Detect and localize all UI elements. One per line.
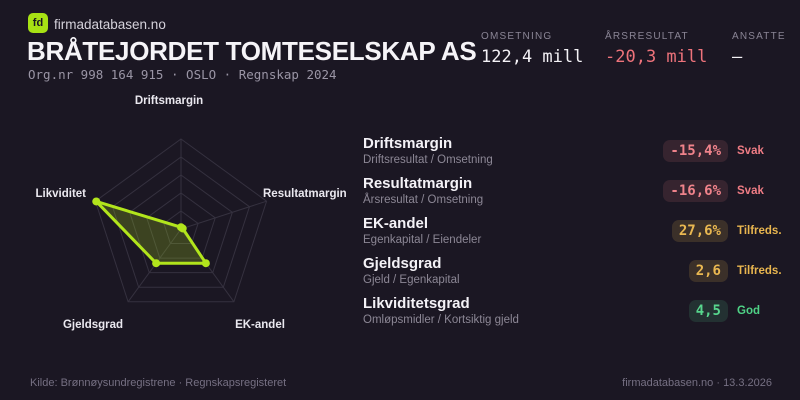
radar-axis-label-driftsmargin: Driftsmargin (134, 95, 204, 107)
stat-omsetning: OMSETNING 122,4 mill (481, 31, 583, 67)
radar-axis-label-resultatmargin: Resultatmargin (263, 188, 347, 200)
metric-formula: Årsresultat / Omsetning (363, 194, 484, 206)
radar-axis-label-ek-andel: EK-andel (235, 319, 285, 331)
metric-status-badge: Tilfreds. (737, 225, 782, 237)
stat-ansatte: ANSATTE – (732, 31, 786, 67)
metric-text: Driftsmargin Driftsresultat / Omsetning (363, 135, 654, 167)
metric-text: Likviditetsgrad Omløpsmidler / Kortsikti… (363, 295, 680, 327)
metric-title: Resultatmargin (363, 175, 473, 192)
metric-value-pill: 4,5 (688, 300, 728, 322)
metric-row-driftsmargin: Driftsmargin Driftsresultat / Omsetning … (363, 131, 785, 171)
radar-grid-ring (111, 156, 251, 288)
stat-label: ÅRSRESULTAT (605, 31, 689, 42)
company-name-title: BRÅTEJORDET TOMTESELSKAP AS (27, 36, 477, 66)
metric-row-gjeldsgrad: Gjeldsgrad Gjeld / Egenkapital 2,6 Tilfr… (363, 251, 785, 291)
metric-status-badge: Tilfreds. (737, 265, 782, 277)
radar-axis-label-gjeldsgrad: Gjeldsgrad (62, 319, 124, 331)
radar-data-point (92, 197, 101, 206)
metric-formula: Gjeld / Egenkapital (363, 274, 460, 286)
metric-status-badge: Svak (737, 145, 764, 157)
metric-formula: Egenkapital / Eiendeler (363, 234, 482, 246)
radar-grid-ring (94, 138, 268, 303)
metric-formula: Driftsresultat / Omsetning (363, 154, 493, 166)
metric-value-pill: 27,6% (671, 220, 728, 242)
metric-text: Resultatmargin Årsresultat / Omsetning (363, 175, 654, 207)
metric-value-pill: -15,4% (663, 140, 728, 162)
key-metrics-panel: Driftsmargin Driftsresultat / Omsetning … (363, 131, 785, 331)
radar-data-point (178, 224, 187, 233)
radar-data-point (201, 259, 210, 268)
footer-site-date: firmadatabasen.no · 13.3.2026 (622, 377, 772, 389)
metric-row-likviditetsgrad: Likviditetsgrad Omløpsmidler / Kortsikti… (363, 291, 785, 331)
radar-data-point (152, 259, 161, 268)
footer-source: Kilde: Brønnøysundregistrene · Regnskaps… (30, 377, 287, 389)
stat-value: -20,3 mill (605, 47, 708, 67)
metric-value-pill: 2,6 (688, 260, 728, 282)
metric-row-resultatmargin: Resultatmargin Årsresultat / Omsetning -… (363, 171, 785, 211)
firmadatabasen-logo: fd (28, 13, 48, 33)
stat-label: OMSETNING (481, 31, 553, 42)
metric-title: Driftsmargin (363, 135, 453, 152)
metric-text: EK-andel Egenkapital / Eiendeler (363, 215, 663, 247)
radar-chart (92, 138, 268, 303)
metric-title: EK-andel (363, 215, 429, 232)
stat-label: ANSATTE (732, 31, 786, 42)
metric-status-badge: God (737, 305, 760, 317)
metric-title: Gjeldsgrad (363, 255, 442, 272)
stat-value: – (732, 47, 743, 67)
radar-grid-ring (146, 192, 216, 259)
company-meta: Org.nr 998 164 915 · OSLO · Regnskap 202… (28, 67, 337, 82)
stat-value: 122,4 mill (481, 47, 584, 67)
metric-status-badge: Svak (737, 185, 764, 197)
metric-title: Likviditetsgrad (363, 295, 470, 312)
stat-arsresultat: ÅRSRESULTAT -20,3 mill (605, 31, 707, 67)
radar-axis-spoke (180, 200, 267, 230)
metric-text: Gjeldsgrad Gjeld / Egenkapital (363, 255, 680, 287)
metric-row-ek-andel: EK-andel Egenkapital / Eiendeler 27,6% T… (363, 211, 785, 251)
brand-name: firmadatabasen.no (54, 17, 166, 32)
radar-axis-label-likviditet: Likviditet (35, 188, 86, 200)
metric-formula: Omløpsmidler / Kortsiktig gjeld (363, 314, 519, 326)
radar-grid-ring (129, 174, 233, 274)
metric-value-pill: -16,6% (663, 180, 728, 202)
